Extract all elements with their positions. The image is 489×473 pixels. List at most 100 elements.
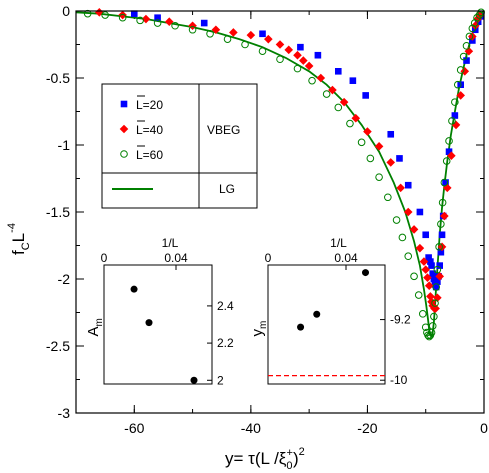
data-point bbox=[153, 19, 162, 27]
x-axis-title-sup: + bbox=[287, 447, 293, 459]
data-point bbox=[430, 275, 438, 283]
data-point bbox=[445, 148, 453, 155]
data-point bbox=[404, 252, 413, 261]
data-point bbox=[425, 254, 432, 261]
data-point bbox=[200, 19, 208, 27]
data-point bbox=[386, 158, 396, 167]
y-tick-label: -0.5 bbox=[46, 70, 70, 86]
data-point bbox=[434, 278, 441, 285]
data-point bbox=[473, 13, 481, 22]
data-point bbox=[299, 56, 308, 65]
legend-label: L=20 bbox=[136, 98, 163, 112]
data-point bbox=[136, 16, 144, 25]
data-point bbox=[463, 57, 470, 64]
inset-y-axis-title: ym bbox=[249, 321, 269, 337]
data-point bbox=[275, 40, 285, 49]
inset-data-point bbox=[297, 323, 305, 331]
data-point bbox=[258, 47, 267, 56]
data-point bbox=[308, 76, 316, 85]
data-point bbox=[206, 29, 214, 38]
data-point bbox=[264, 34, 273, 44]
y-tick-label: -2 bbox=[58, 271, 71, 287]
data-point bbox=[438, 231, 446, 239]
data-point bbox=[422, 231, 430, 239]
data-point bbox=[437, 220, 445, 228]
data-point bbox=[322, 90, 331, 98]
legend-marker-square bbox=[120, 100, 128, 108]
data-point bbox=[293, 50, 302, 60]
data-point bbox=[425, 332, 434, 341]
series-l-60 bbox=[83, 8, 485, 341]
inset-x-tick-label: 0.04 bbox=[164, 251, 188, 265]
data-point bbox=[473, 14, 482, 24]
y-axis-title-end: L bbox=[9, 233, 28, 242]
data-point bbox=[241, 40, 249, 49]
data-point bbox=[436, 262, 444, 269]
data-point bbox=[392, 216, 401, 224]
y-tick-label: -2.5 bbox=[46, 338, 70, 354]
data-point bbox=[118, 13, 127, 22]
data-point bbox=[433, 265, 442, 274]
inset-data-point bbox=[130, 285, 138, 293]
inset-data-point bbox=[313, 310, 321, 318]
data-point bbox=[246, 30, 256, 40]
data-point bbox=[130, 10, 138, 17]
data-point bbox=[229, 28, 238, 37]
data-point bbox=[428, 262, 435, 269]
data-point bbox=[398, 233, 407, 242]
data-point bbox=[462, 42, 471, 50]
data-point bbox=[334, 68, 342, 75]
data-point bbox=[432, 283, 441, 291]
data-point bbox=[451, 98, 459, 106]
data-point bbox=[141, 14, 151, 24]
inset-y-axis-title-sub: m bbox=[258, 321, 269, 329]
data-point bbox=[363, 127, 372, 136]
data-point bbox=[447, 151, 456, 161]
data-point bbox=[448, 117, 456, 125]
data-point bbox=[334, 103, 343, 112]
inset-y-axis-title: Am bbox=[85, 318, 105, 336]
inset-y-tick-label: 2.4 bbox=[217, 299, 234, 313]
legend-marker-diamond bbox=[119, 124, 129, 134]
inset-data-point bbox=[362, 269, 369, 277]
data-point bbox=[440, 178, 449, 187]
inset-y-tick-label: -10 bbox=[390, 373, 408, 387]
data-point bbox=[435, 243, 443, 251]
inset-x-tick-label: 0 bbox=[101, 251, 108, 265]
data-point bbox=[171, 21, 179, 30]
data-point bbox=[442, 157, 451, 165]
legend-label: L=60 bbox=[136, 148, 163, 162]
data-point bbox=[314, 51, 322, 59]
data-point bbox=[223, 35, 232, 43]
inset-y-tick-label: 2 bbox=[217, 373, 224, 387]
data-point bbox=[164, 17, 174, 27]
data-point bbox=[421, 265, 431, 274]
x-axis-title-main: y= τ(L /ξ bbox=[225, 449, 287, 468]
data-point bbox=[351, 113, 361, 123]
data-point bbox=[456, 66, 465, 74]
data-point bbox=[374, 142, 384, 151]
data-point bbox=[409, 225, 419, 234]
inset-minimum-position: 0 0.04 -9.2 -10 1/L ym bbox=[249, 236, 411, 387]
legend-group-lg: LG bbox=[219, 182, 235, 196]
data-point bbox=[316, 73, 326, 83]
y-axis-title-main: f bbox=[9, 250, 28, 255]
data-point bbox=[451, 120, 461, 130]
data-point bbox=[404, 181, 412, 189]
data-point bbox=[459, 52, 468, 61]
inset-frame bbox=[267, 264, 386, 385]
inset-data-point bbox=[145, 319, 153, 327]
data-point bbox=[384, 193, 392, 202]
inset-x-tick-label: 0.04 bbox=[334, 251, 358, 265]
legend-marker-circle bbox=[120, 150, 128, 158]
y-tick-label: -1 bbox=[58, 137, 71, 153]
x-tick-label: 0 bbox=[480, 420, 488, 436]
data-point bbox=[403, 207, 413, 217]
inset-amplitude: 0 0.04 2 2.2 2.4 1/L Am bbox=[85, 236, 234, 387]
data-point bbox=[430, 312, 438, 321]
y-axis-title-sub: C bbox=[20, 242, 32, 250]
data-point bbox=[442, 183, 452, 193]
data-point bbox=[456, 91, 465, 100]
data-point bbox=[211, 25, 221, 35]
data-point bbox=[416, 208, 424, 216]
